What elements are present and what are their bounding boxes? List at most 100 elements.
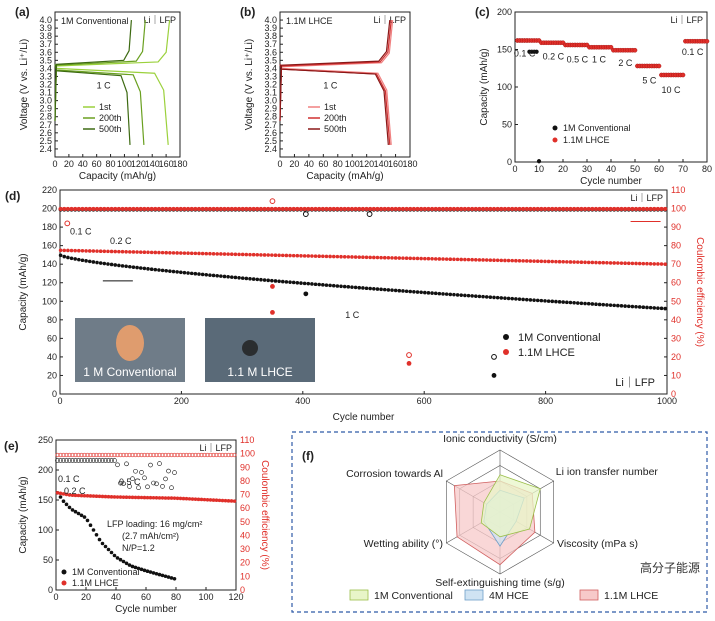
capacity-point <box>277 253 281 258</box>
capacity-point <box>645 261 649 266</box>
ce-point <box>211 452 216 458</box>
ce-point <box>590 206 595 212</box>
capacity-point <box>586 301 591 306</box>
discharge-curve-500th <box>54 64 131 145</box>
charge-curve-500th <box>54 20 132 121</box>
y-tick-label: 2.9 <box>264 104 277 114</box>
legend-label: 1M Conventional <box>518 332 601 344</box>
capacity-point <box>88 523 93 527</box>
capacity-point <box>506 296 511 301</box>
capacity-point <box>240 252 245 257</box>
capacity-point <box>232 499 237 503</box>
ce-point <box>76 452 81 458</box>
x-tick-label: 120 <box>228 592 243 602</box>
y-tick-label: 150 <box>497 45 512 55</box>
capacity-point <box>248 252 252 257</box>
ce-point <box>202 452 207 458</box>
capacity-point <box>106 262 110 266</box>
capacity-point <box>222 252 227 256</box>
y-tick-label: 60 <box>47 333 57 343</box>
capacity-point <box>586 260 591 265</box>
x-tick-label: 10 <box>534 164 544 174</box>
capacity-point <box>103 544 108 549</box>
capacity-point <box>103 494 108 499</box>
rate-label: 2 C <box>618 58 633 68</box>
capacity-point <box>128 264 132 269</box>
ce-point <box>121 452 126 458</box>
capacity-point <box>419 256 423 261</box>
ce-point <box>368 206 373 212</box>
capacity-point <box>565 260 569 264</box>
capacity-point <box>164 250 169 255</box>
capacity-point <box>317 254 321 259</box>
y-tick-label: 120 <box>42 278 57 288</box>
capacity-point <box>510 258 515 263</box>
ce-point <box>550 206 555 212</box>
capacity-point <box>80 258 85 263</box>
ce-point <box>663 206 668 212</box>
ce-point <box>181 452 186 458</box>
ce-point <box>55 458 60 463</box>
capacity-point <box>112 495 117 499</box>
x-tick-label: 80 <box>333 159 343 169</box>
capacity-point <box>149 250 154 255</box>
capacity-point <box>157 268 161 272</box>
capacity-point <box>284 253 289 258</box>
capacity-point <box>386 255 391 260</box>
ce-point <box>127 452 132 458</box>
ce-point <box>287 206 293 212</box>
capacity-point <box>61 499 66 504</box>
capacity-point <box>85 494 90 498</box>
capacity-point <box>168 250 172 255</box>
capacity-point <box>62 254 67 259</box>
ce-point <box>70 458 75 463</box>
capacity-point <box>390 288 394 292</box>
x-tick-label: 140 <box>145 159 160 169</box>
ce-point <box>109 452 114 458</box>
ce-point <box>579 206 584 212</box>
ce-point <box>169 452 174 458</box>
capacity-point <box>94 494 99 499</box>
capacity-point <box>178 496 183 501</box>
ce-point <box>76 206 81 212</box>
capacity-point <box>437 257 442 261</box>
capacity-point <box>77 248 81 253</box>
ce-point <box>597 206 602 212</box>
capacity-point <box>186 271 190 275</box>
ce-point <box>535 206 540 212</box>
y-tick-label: 3.3 <box>264 71 277 81</box>
capacity-point <box>368 255 372 260</box>
ce-point <box>187 452 192 458</box>
ce-point <box>236 206 242 212</box>
ce-point <box>151 452 156 458</box>
capacity-point <box>77 257 81 262</box>
capacity-point <box>87 259 92 264</box>
ce-point <box>335 206 340 212</box>
capacity-point <box>100 494 105 499</box>
capacity-point <box>510 296 515 301</box>
capacity-point <box>481 294 485 299</box>
ce-point <box>491 206 497 212</box>
legend-label: 1.1M LHCE <box>604 590 658 602</box>
capacity-point <box>233 275 238 280</box>
ce-point <box>182 206 187 212</box>
capacity-point <box>226 275 230 279</box>
capacity-point <box>204 251 209 256</box>
annotation: 1 C <box>345 310 360 320</box>
ce-point <box>160 206 165 212</box>
corner-label: Li｜LFP <box>615 376 655 389</box>
y-tick-label: 100 <box>497 82 512 92</box>
rate-label: 5 C <box>642 75 657 85</box>
y2-tick-label: 90 <box>671 222 681 232</box>
y2-tick-label: 100 <box>671 204 686 214</box>
y-tick-label: 3.7 <box>264 39 277 49</box>
ce-point <box>84 206 89 212</box>
capacity-point <box>590 302 595 306</box>
capacity-point <box>106 249 110 254</box>
ce-point <box>593 206 599 212</box>
capacity-point <box>335 284 340 288</box>
capacity-point <box>623 304 627 308</box>
rate-annotation: 1 C <box>323 81 338 91</box>
capacity-point <box>95 249 99 253</box>
